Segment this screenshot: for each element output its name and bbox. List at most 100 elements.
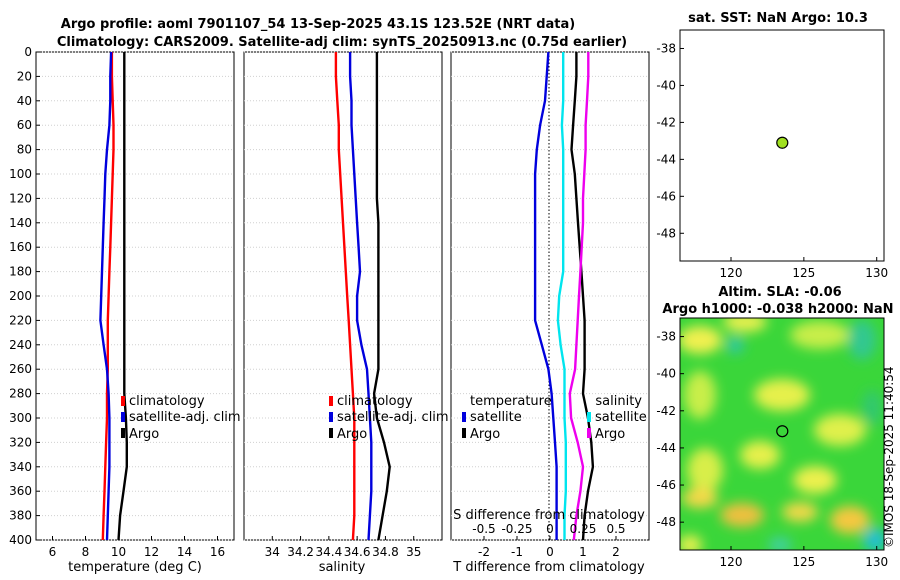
y-tick-label: 200 — [9, 289, 32, 303]
x-tick-label: 12 — [144, 545, 159, 559]
y-tick-label: 260 — [9, 362, 32, 376]
y-tick-label: 40 — [17, 94, 32, 108]
x-tick-label: 10 — [111, 545, 126, 559]
map-y-tick-label: -46 — [656, 189, 676, 203]
legend-label-climatology: climatology — [129, 394, 205, 409]
sla-heatmap-field — [680, 318, 884, 550]
map-y-tick-label: -48 — [656, 226, 676, 240]
legend-title-salinity: salinity — [595, 394, 642, 409]
x-tick-label: 34.2 — [287, 545, 314, 559]
legend-label-argo: Argo — [337, 427, 367, 442]
temperature-profile-chart: 6 8 10 12 14 16 0 20 40 60 80 100 120 140 160 180 200 22… — [9, 45, 241, 575]
legend-swatch-t-argo — [462, 428, 466, 438]
x-tick-label: 6 — [49, 545, 57, 559]
legend-swatch-climatology — [121, 396, 125, 406]
x-tick-label: 35 — [406, 545, 421, 559]
x-tick-label: 8 — [82, 545, 90, 559]
sla-map-title-line1: Altim. SLA: -0.06 — [718, 285, 841, 300]
map-x-tick-label: 130 — [865, 266, 888, 280]
series-line-argo — [117, 52, 129, 541]
y-tick-label: 180 — [9, 265, 32, 279]
x-tick-label: -2 — [478, 545, 490, 559]
y-tick-label: 340 — [9, 460, 32, 474]
y-tick-label: 20 — [17, 69, 32, 83]
y-tick-label: 100 — [9, 167, 32, 181]
series-line-salinity-satellite — [556, 52, 567, 540]
series-line-satellite-adj-clim — [99, 51, 113, 541]
sla-map: 120 125 130 -38 -40 -42 -44 -46 -48 — [656, 317, 888, 569]
legend-swatch-t-satellite — [462, 412, 466, 422]
map-y-tick-label: -44 — [656, 441, 676, 455]
legend-swatch-argo — [329, 428, 333, 438]
s-diff-tick-label: 0.25 — [570, 522, 597, 536]
x-tick-label: 34.4 — [315, 545, 342, 559]
figure-title-line2: Climatology: CARS2009. Satellite-adj cli… — [57, 35, 627, 50]
series-line-argo — [372, 52, 391, 541]
argo-position-marker — [776, 425, 789, 438]
sst-map-title: sat. SST: NaN Argo: 10.3 — [688, 11, 868, 26]
map-y-tick-label: -40 — [656, 367, 676, 381]
legend-label-climatology: climatology — [337, 394, 413, 409]
legend-label-argo: Argo — [129, 427, 159, 442]
series-line-temperature-satellite — [533, 51, 558, 540]
y-tick-label: 220 — [9, 313, 32, 327]
temperature-legend: climatology satellite-adj. clim Argo — [121, 394, 241, 442]
map-y-tick-label: -38 — [656, 41, 676, 55]
x-tick-label: 34.8 — [372, 545, 399, 559]
imos-timestamp-watermark: ©IMOS 18-Sep-2025 11:40:54 — [882, 366, 896, 548]
difference-x-axis-label: T difference from climatology — [452, 560, 645, 575]
s-diff-tick-label: -0.25 — [501, 522, 532, 536]
series-line-climatology — [334, 52, 356, 541]
x-tick-label: 34 — [265, 545, 280, 559]
figure-title-line1: Argo profile: aoml 7901107_54 13-Sep-202… — [61, 17, 575, 32]
map-y-tick-label: -44 — [656, 152, 676, 166]
y-tick-label: 300 — [9, 411, 32, 425]
y-tick-label: 360 — [9, 484, 32, 498]
salinity-profile-chart: 34 34.2 34.4 34.6 34.8 35 salinity climatolog… — [243, 51, 449, 575]
legend-label-s-satellite: satellite — [595, 410, 647, 425]
difference-legend-temperature: temperature satellite Argo — [462, 394, 552, 442]
s-diff-tick-label: -0.5 — [472, 522, 495, 536]
y-tick-label: 240 — [9, 338, 32, 352]
map-y-tick-label: -46 — [656, 478, 676, 492]
map-y-tick-label: -40 — [656, 78, 676, 92]
map-y-tick-label: -38 — [656, 330, 676, 344]
sla-map-frame — [679, 317, 885, 551]
y-tick-label: 400 — [9, 533, 32, 547]
s-diff-tick-label: 0 — [546, 522, 554, 536]
sla-map-title-line2: Argo h1000: -0.038 h2000: NaN — [662, 302, 893, 317]
sst-map: 120 125 130 -38 -40 -42 -44 -46 -48 — [656, 29, 888, 280]
series-line-climatology — [101, 52, 115, 541]
legend-label-satellite-adj: satellite-adj. clim — [337, 410, 449, 425]
salinity-x-axis-label: salinity — [319, 560, 366, 575]
y-tick-label: 380 — [9, 509, 32, 523]
legend-label-s-argo: Argo — [595, 427, 625, 442]
s-diff-tick-label: 0.5 — [606, 522, 625, 536]
y-tick-label: 80 — [17, 143, 32, 157]
x-tick-label: 2 — [612, 545, 620, 559]
map-x-tick-label: 125 — [792, 555, 815, 569]
legend-swatch-satellite-adj — [329, 412, 333, 422]
legend-label-t-satellite: satellite — [470, 410, 522, 425]
legend-swatch-satellite-adj — [121, 412, 125, 422]
legend-label-satellite-adj: satellite-adj. clim — [129, 410, 241, 425]
y-tick-label: 160 — [9, 240, 32, 254]
difference-legend-salinity: salinity satellite Argo — [587, 394, 647, 442]
x-tick-label: 16 — [210, 545, 225, 559]
y-tick-label: 60 — [17, 118, 32, 132]
legend-swatch-climatology — [329, 396, 333, 406]
map-x-tick-label: 120 — [720, 266, 743, 280]
map-x-tick-label: 130 — [865, 555, 888, 569]
series-line-salinity-argo — [568, 52, 590, 541]
legend-swatch-argo — [121, 428, 125, 438]
map-x-tick-label: 125 — [792, 266, 815, 280]
argo-position-marker — [776, 136, 789, 149]
x-tick-label: 34.6 — [344, 545, 371, 559]
s-difference-axis-label: S difference from climatology — [453, 508, 645, 523]
x-tick-label: -1 — [511, 545, 523, 559]
map-y-tick-label: -42 — [656, 404, 676, 418]
legend-title-temperature: temperature — [470, 394, 552, 409]
y-tick-label: 120 — [9, 191, 32, 205]
y-tick-label: 0 — [24, 45, 32, 59]
y-tick-label: 140 — [9, 216, 32, 230]
